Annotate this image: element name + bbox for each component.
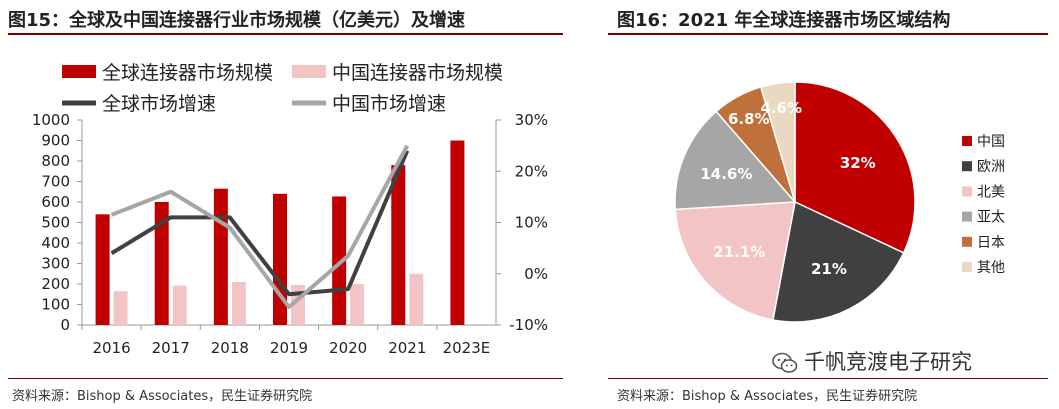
- pie-data-label: 32%: [840, 154, 876, 172]
- bar-global: [213, 188, 228, 325]
- legend-label: 全球市场增速: [102, 93, 216, 115]
- y-tick-label: 500: [41, 214, 70, 232]
- pie-legend-swatch: [962, 236, 972, 247]
- y-tick-label: 200: [41, 275, 70, 293]
- pie-slice: [715, 86, 796, 203]
- right-source-rule: [608, 378, 1048, 379]
- y-tick-label: 1000: [32, 111, 70, 129]
- pie-legend-label: 其他: [977, 260, 1005, 276]
- pie-legend-label: 中国: [977, 134, 1005, 150]
- y-tick-label: 300: [41, 255, 70, 273]
- legend-label: 中国连接器市场规模: [332, 62, 503, 84]
- right-source: 资料来源：Bishop & Associates，民生证券研究院: [617, 389, 918, 404]
- legend-label: 全球连接器市场规模: [102, 62, 273, 84]
- pie-slice: [759, 81, 796, 203]
- y-tick-label: 100: [41, 296, 70, 314]
- legend-swatch: [292, 65, 326, 78]
- x-tick-label: 2020: [329, 339, 367, 357]
- pie-data-label: 21.1%: [713, 243, 765, 261]
- bar-global: [95, 214, 110, 325]
- x-tick-label: 2019: [270, 339, 308, 357]
- y-tick-label: 900: [41, 132, 70, 150]
- bar-global: [154, 202, 169, 325]
- y-tick-label: 700: [41, 173, 70, 191]
- pie-legend-swatch: [962, 186, 972, 197]
- bar-global: [391, 165, 406, 325]
- pie-legend-swatch: [962, 161, 972, 172]
- x-tick-label: 2023E: [443, 339, 491, 357]
- pie-legend-swatch: [962, 136, 972, 146]
- pie-legend-swatch: [962, 262, 972, 272]
- pie-slice: [674, 201, 796, 321]
- x-tick-label: 2021: [388, 339, 426, 357]
- pie-legend-label: 欧洲: [977, 159, 1005, 175]
- y2-tick-label: 20%: [515, 162, 548, 180]
- line-china-growth: [110, 144, 410, 310]
- wechat-icon: [772, 352, 798, 374]
- pie-slice: [674, 110, 797, 211]
- y-tick-label: 800: [41, 152, 70, 170]
- y2-tick-label: -10%: [509, 316, 548, 334]
- left-title-rule: [8, 33, 563, 35]
- bar-global: [332, 196, 347, 325]
- legend-label: 中国市场增速: [332, 93, 446, 115]
- bar-china: [113, 291, 128, 325]
- right-title-rule: [608, 33, 1048, 35]
- bar-china: [172, 285, 187, 325]
- combo-chart: 0 100 200 300 400 500 600 700 800 900 1000 -10% 0% 10…: [32, 62, 548, 357]
- left-chart-title: 图15：全球及中国连接器行业市场规模（亿美元）及增速: [8, 10, 466, 31]
- watermark: 千帆竞渡电子研究: [772, 346, 972, 376]
- x-tick-label: 2018: [211, 339, 249, 357]
- pie-legend-label: 亚太: [977, 210, 1005, 226]
- pie-data-label: 14.6%: [700, 165, 752, 183]
- bar-global: [273, 193, 287, 325]
- right-chart-title: 图16：2021 年全球连接器市场区域结构: [617, 10, 951, 31]
- y2-tick-label: 0%: [524, 265, 548, 283]
- pie-slice: [772, 200, 905, 323]
- pie-data-label: 6.8%: [728, 110, 770, 128]
- x-tick-label: 2017: [152, 339, 190, 357]
- y-tick-label: 400: [41, 234, 70, 252]
- watermark-text: 千帆竞渡电子研究: [804, 350, 972, 374]
- pie-data-label: 21%: [811, 260, 847, 278]
- pie-slice: [794, 81, 916, 254]
- left-source-rule: [8, 378, 563, 379]
- left-source: 资料来源：Bishop & Associates，民生证券研究院: [12, 389, 313, 404]
- x-tick-label: 2016: [92, 339, 130, 357]
- line-global-growth: [110, 149, 410, 297]
- bar-china: [409, 273, 424, 325]
- pie-legend-label: 北美: [977, 184, 1005, 200]
- pie-data-label: 4.6%: [760, 99, 802, 117]
- pie-legend-label: 日本: [977, 235, 1005, 251]
- y2-tick-label: 30%: [515, 111, 548, 129]
- pie-legend-swatch: [962, 211, 972, 222]
- legend-swatch: [62, 65, 96, 78]
- y2-tick-label: 10%: [515, 214, 548, 232]
- bar-global: [450, 140, 465, 325]
- y-tick-label: 600: [41, 193, 70, 211]
- y-tick-label: 0: [60, 316, 70, 334]
- bar-china: [350, 284, 365, 325]
- bar-china: [231, 281, 246, 325]
